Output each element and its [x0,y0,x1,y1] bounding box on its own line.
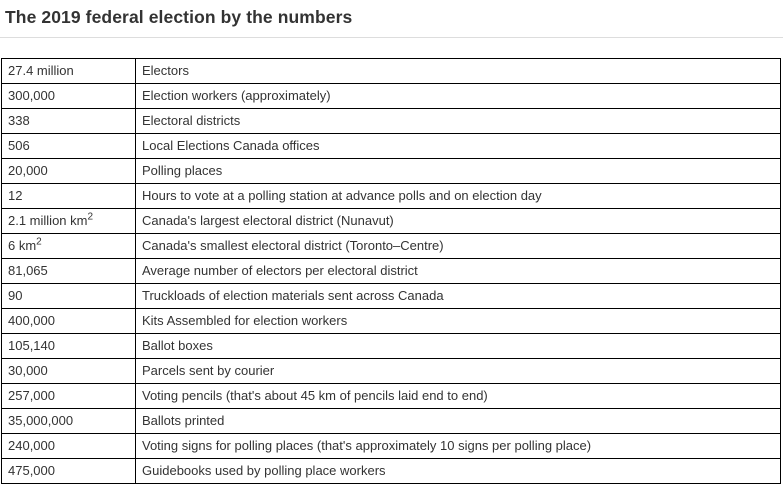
table-row: 2.1 million km2 Canada's largest electora… [1,208,781,234]
stat-value-cell: 20,000 [1,158,136,184]
superscript: 2 [36,236,42,248]
stat-value-cell: 338 [1,108,136,134]
page-title: The 2019 federal election by the numbers [5,7,353,27]
stat-label-cell: Ballot boxes [135,333,781,359]
stat-value-cell: 30,000 [1,358,136,384]
table-row: 27.4 million Electors [1,58,781,84]
stat-label-cell: Kits Assembled for election workers [135,308,781,334]
stat-value-cell: 475,000 [1,458,136,484]
stat-value-cell: 27.4 million [1,58,136,84]
table-row: 506 Local Elections Canada offices [1,133,781,159]
table-row: 90 Truckloads of election materials sent … [1,283,781,309]
table-row: 105,140 Ballot boxes [1,333,781,359]
table-row: 35,000,000 Ballots printed [1,408,781,434]
stat-value-cell: 81,065 [1,258,136,284]
stat-value-cell: 90 [1,283,136,309]
stat-label-cell: Guidebooks used by polling place workers [135,458,781,484]
stat-label-cell: Average number of electors per electoral… [135,258,781,284]
stat-label-cell: Electoral districts [135,108,781,134]
stat-value-cell: 35,000,000 [1,408,136,434]
stat-label-cell: Parcels sent by courier [135,358,781,384]
table-row: 20,000 Polling places [1,158,781,184]
stat-label-cell: Truckloads of election materials sent ac… [135,283,781,309]
stat-label-cell: Hours to vote at a polling station at ad… [135,183,781,209]
stat-value-cell: 400,000 [1,308,136,334]
stat-label-cell: Ballots printed [135,408,781,434]
table-row: 300,000 Election workers (approximately) [1,83,781,109]
table-body: 27.4 million Electors 300,000 Election work… [1,58,781,484]
stat-value-cell: 12 [1,183,136,209]
table-row: 338 Electoral districts [1,108,781,134]
stat-label-cell: Canada's smallest electoral district (To… [135,233,781,259]
stat-value-cell: 300,000 [1,83,136,109]
stat-value-cell: 2.1 million km2 [1,208,136,234]
stat-label-cell: Voting pencils (that's about 45 km of pe… [135,383,781,409]
table-row: 400,000 Kits Assembled for election worke… [1,308,781,334]
stat-label-cell: Canada's largest electoral district (Nun… [135,208,781,234]
title-divider [0,37,783,38]
election-stats-table: 27.4 million Electors 300,000 Election work… [1,58,781,484]
stat-value-cell: 240,000 [1,433,136,459]
table-row: 240,000 Voting signs for polling places (… [1,433,781,459]
table-row: 475,000 Guidebooks used by polling place … [1,458,781,484]
superscript: 2 [87,211,94,223]
table-row: 81,065 Average number of electors per ele… [1,258,781,284]
table-row: 6 km2 Canada's smallest electoral distric… [1,233,781,259]
stat-value-cell: 506 [1,133,136,159]
stat-value-cell: 257,000 [1,383,136,409]
table-row: 257,000 Voting pencils (that's about 45 k… [1,383,781,409]
stat-label-cell: Polling places [135,158,781,184]
stat-label-cell: Electors [135,58,781,84]
stat-label-cell: Election workers (approximately) [135,83,781,109]
table-row: 30,000 Parcels sent by courier [1,358,781,384]
stat-label-cell: Local Elections Canada offices [135,133,781,159]
table-row: 12 Hours to vote at a polling station at … [1,183,781,209]
stat-value-cell: 105,140 [1,333,136,359]
stat-value-cell: 6 km2 [1,233,136,259]
stat-label-cell: Voting signs for polling places (that's … [135,433,781,459]
